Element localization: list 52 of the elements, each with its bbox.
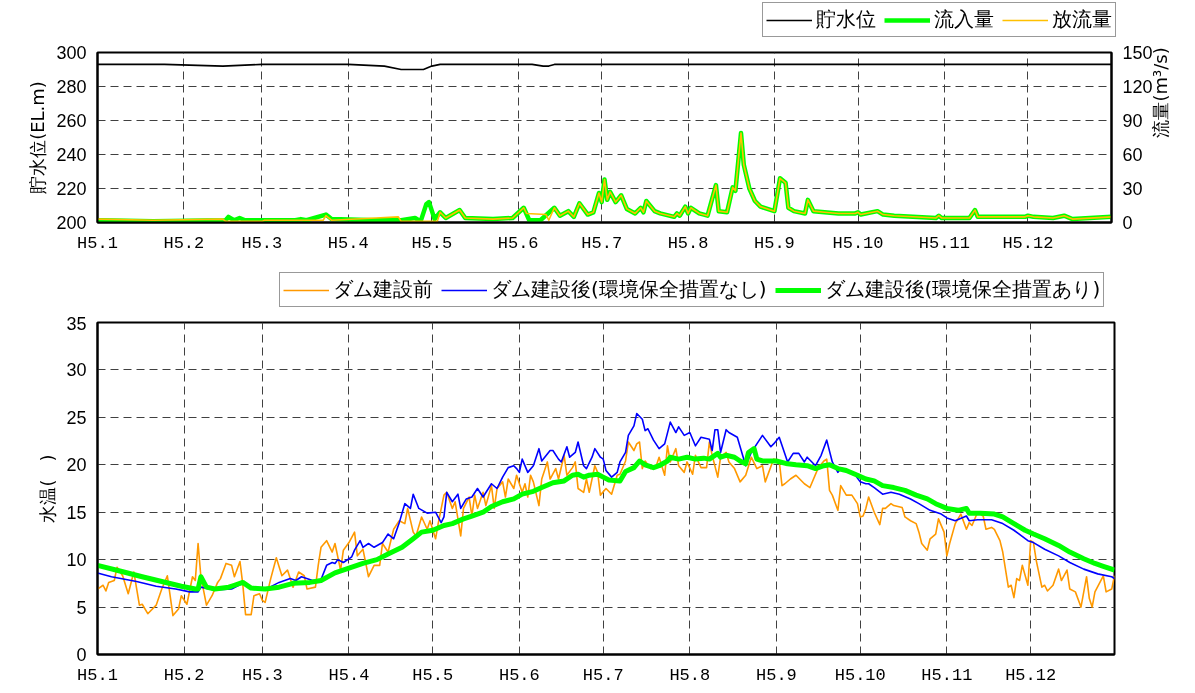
legend-label: 貯水位 — [816, 6, 876, 33]
legend-label: ダム建設前 — [333, 276, 433, 303]
y2-tick-label: 150 — [1122, 43, 1153, 63]
x-tick-label: H5.1 — [77, 665, 118, 685]
y-tick-label: 300 — [56, 43, 87, 63]
x-tick-label: H5.5 — [411, 233, 453, 253]
x-tick-label: H5.3 — [241, 233, 283, 253]
y-axis-title: 貯水位(EL.m) — [27, 81, 49, 194]
x-tick-label: H5.8 — [669, 665, 711, 685]
y2-tick-label: 120 — [1122, 77, 1153, 97]
y-axis-title: 水温( ) — [37, 454, 59, 523]
legend-label: ダム建設後(環境保全措置なし) — [491, 276, 767, 303]
y-tick-label: 20 — [66, 455, 87, 476]
y-tick-label: 30 — [66, 360, 87, 381]
y-tick-label: 200 — [56, 213, 87, 233]
y-tick-label: 220 — [56, 179, 87, 199]
x-tick-label: H5.1 — [77, 233, 118, 253]
y-tick-label: 25 — [66, 407, 87, 428]
y-tick-label: 0 — [76, 645, 87, 665]
x-tick-label: H5.9 — [754, 233, 795, 253]
x-tick-label: H5.2 — [163, 233, 205, 253]
x-tick-label: H5.12 — [1002, 233, 1054, 253]
x-tick-label: H5.5 — [412, 665, 454, 685]
x-tick-label: H5.12 — [1005, 665, 1057, 685]
x-tick-label: H5.4 — [328, 665, 370, 685]
x-tick-label: H5.4 — [327, 233, 369, 253]
x-tick-label: H5.11 — [921, 665, 973, 685]
x-tick-label: H5.6 — [497, 233, 539, 253]
y2-tick-label: 90 — [1122, 111, 1143, 131]
x-tick-label: H5.6 — [498, 665, 540, 685]
y-tick-label: 240 — [56, 145, 87, 165]
x-tick-label: H5.8 — [667, 233, 709, 253]
x-tick-label: H5.10 — [834, 665, 886, 685]
y2-tick-label: 30 — [1122, 179, 1143, 199]
y-tick-label: 10 — [66, 550, 87, 571]
x-tick-label: H5.7 — [582, 665, 624, 685]
x-tick-label: H5.3 — [241, 665, 283, 685]
y2-tick-label: 0 — [1122, 213, 1133, 233]
x-tick-label: H5.9 — [756, 665, 797, 685]
y-tick-label: 35 — [66, 313, 87, 334]
legend-label: 放流量 — [1052, 6, 1112, 33]
y2-tick-label: 60 — [1122, 145, 1143, 165]
y-tick-label: 5 — [76, 597, 87, 618]
y-tick-label: 260 — [56, 111, 87, 131]
y-tick-label: 280 — [56, 77, 87, 97]
y-tick-label: 15 — [66, 502, 87, 523]
x-tick-label: H5.2 — [163, 665, 205, 685]
x-tick-label: H5.7 — [581, 233, 623, 253]
legend-label: ダム建設後(環境保全措置あり) — [824, 276, 1101, 303]
x-tick-label: H5.11 — [918, 233, 970, 253]
legend-label: 流入量 — [934, 6, 994, 33]
x-tick-label: H5.10 — [832, 233, 884, 253]
